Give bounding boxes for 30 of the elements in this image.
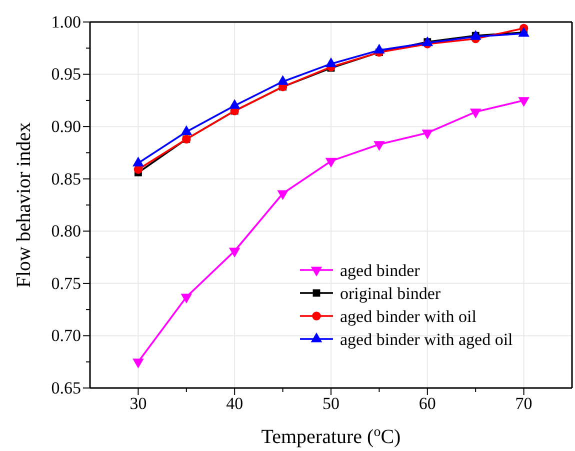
point [325,158,337,168]
legend-label: original binder [340,284,441,303]
point [470,108,482,118]
x-tick-label: 30 [130,394,147,414]
y-tick-label: 0.65 [51,378,81,398]
point [132,358,144,368]
x-axis-title: Temperature ($^{o}$C) [261,424,401,448]
point [518,97,530,107]
point [180,294,192,304]
y-tick-label: 1.00 [51,12,81,32]
point [374,141,385,151]
x-tick-label: 70 [515,394,532,414]
y-axis-title: Flow behavior index [13,122,35,288]
x-tick-label: 50 [322,394,340,414]
point [422,130,434,140]
legend-label: aged binder with oil [340,307,477,326]
y-tick-label: 0.90 [51,117,81,136]
y-tick-label: 0.80 [51,222,81,241]
y-tick-label: 0.70 [51,326,81,346]
point [325,57,337,68]
legend-label: aged binder with aged oil [340,330,514,349]
point [374,44,385,54]
legend-label: aged binder [340,261,420,280]
y-tick-label: 0.75 [51,274,81,293]
x-tick-label: 60 [418,394,436,414]
point [228,248,240,258]
x-tick-label: 40 [226,394,244,414]
y-tick-label: 0.85 [51,169,81,188]
point [277,190,288,200]
y-tick-label: 0.95 [51,64,81,84]
